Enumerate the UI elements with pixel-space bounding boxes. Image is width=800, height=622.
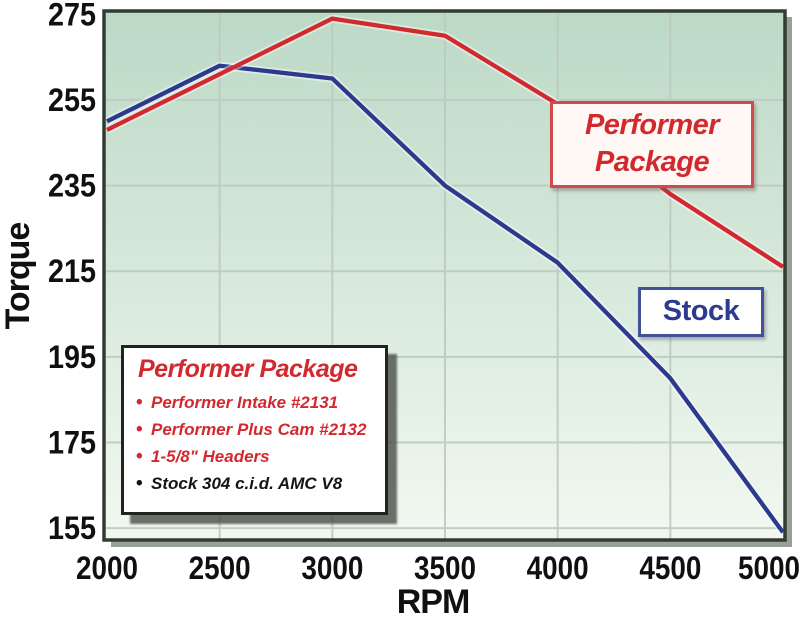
performer-callout-line2: Package xyxy=(594,146,710,178)
legend-item-text: Stock 304 c.i.d. AMC V8 xyxy=(151,474,343,493)
x-tick-label: 4000 xyxy=(527,550,589,586)
bullet-icon: • xyxy=(136,392,143,413)
plot-border xyxy=(102,9,787,542)
data-lines xyxy=(106,14,784,535)
bullet-icon: • xyxy=(136,419,143,440)
performer-callout-line1: Performer xyxy=(584,109,720,141)
legend-item: • Stock 304 c.i.d. AMC V8 xyxy=(136,470,379,497)
bullet-icon: • xyxy=(136,473,143,494)
legend-item-text: Performer Plus Cam #2132 xyxy=(151,420,367,439)
y-tick-label: 255 xyxy=(48,82,96,118)
y-axis-title: Torque xyxy=(0,222,37,330)
y-tick-label: 215 xyxy=(48,253,96,289)
legend-item: • Performer Plus Cam #2132 xyxy=(136,416,379,443)
y-tick-label: 175 xyxy=(48,425,96,461)
legend-title: Performer Package xyxy=(138,355,358,383)
x-tick-label: 5000 xyxy=(738,550,800,586)
legend-items: • Performer Intake #2131 • Performer Plus C… xyxy=(136,389,379,497)
legend-box: Performer Package • Performer Intake #213… xyxy=(121,345,388,515)
legend-item: • 1-5/8" Headers xyxy=(136,443,379,470)
legend-item-text: 1-5/8" Headers xyxy=(151,447,270,466)
x-tick-label: 2000 xyxy=(76,550,138,586)
stock-line xyxy=(106,63,784,534)
legend-item: • Performer Intake #2131 xyxy=(136,389,379,416)
x-axis-title: RPM xyxy=(396,583,471,621)
x-tick-label: 3500 xyxy=(414,550,476,586)
y-tick-label: 195 xyxy=(48,339,96,375)
y-tick-label: 235 xyxy=(48,168,96,204)
legend-item-text: Performer Intake #2131 xyxy=(151,393,339,412)
bullet-icon: • xyxy=(136,446,143,467)
stock-callout: Stock xyxy=(638,287,764,337)
performer-package-line xyxy=(106,16,784,269)
x-tick-label: 2500 xyxy=(189,550,251,586)
x-tick-label: 4500 xyxy=(639,550,701,586)
y-tick-label: 155 xyxy=(48,510,96,546)
x-tick-label: 3000 xyxy=(301,550,363,586)
y-tick-label: 275 xyxy=(48,0,96,32)
performer-package-callout: Performer Package xyxy=(550,101,754,188)
